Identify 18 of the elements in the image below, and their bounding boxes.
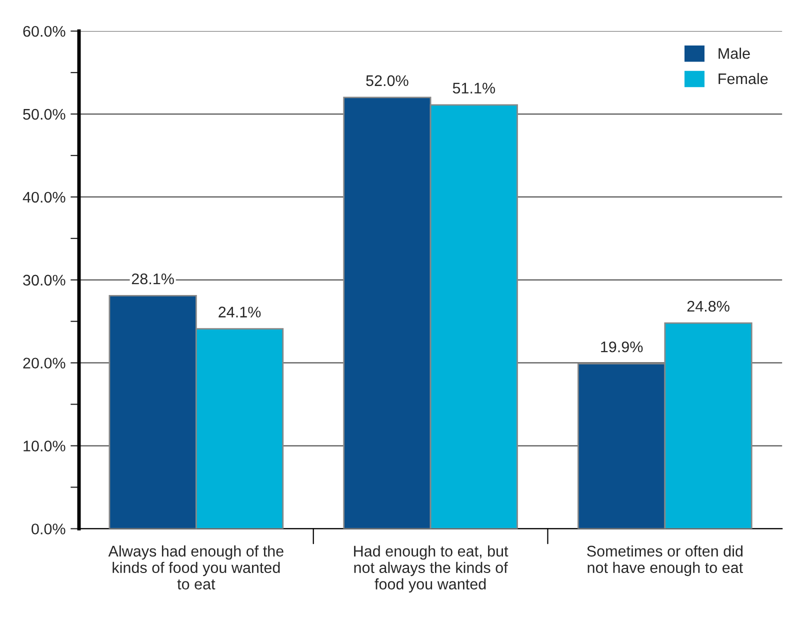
x-tick-label: Always had enough of the kinds of food you wanted to eat [108,545,284,590]
legend-label: Female [718,72,768,84]
y-tick-label: 60.0% [23,26,66,37]
legend-label: Male [718,48,750,59]
text: 28.1% [132,273,174,284]
y-tick-label: 40.0% [22,192,66,203]
text: 19.9% [601,341,643,352]
y-tick-label: 20.0% [23,358,66,369]
y-tick-label: 50.0% [23,108,66,120]
y-tick-label: 0.0% [32,524,66,534]
y-tick-label: 30.0% [23,274,66,286]
text: 24.1% [218,306,261,318]
y-tick-label: 10.0% [24,440,66,452]
text: 52.0% [366,75,408,86]
text: 51.1% [452,82,496,94]
x-tick-label: Had enough to eat, but not always the kinds of food you wanted [354,545,508,593]
text: 24.8% [687,300,730,312]
x-tick-label: Sometimes or often did not have enough to eat [587,545,743,576]
